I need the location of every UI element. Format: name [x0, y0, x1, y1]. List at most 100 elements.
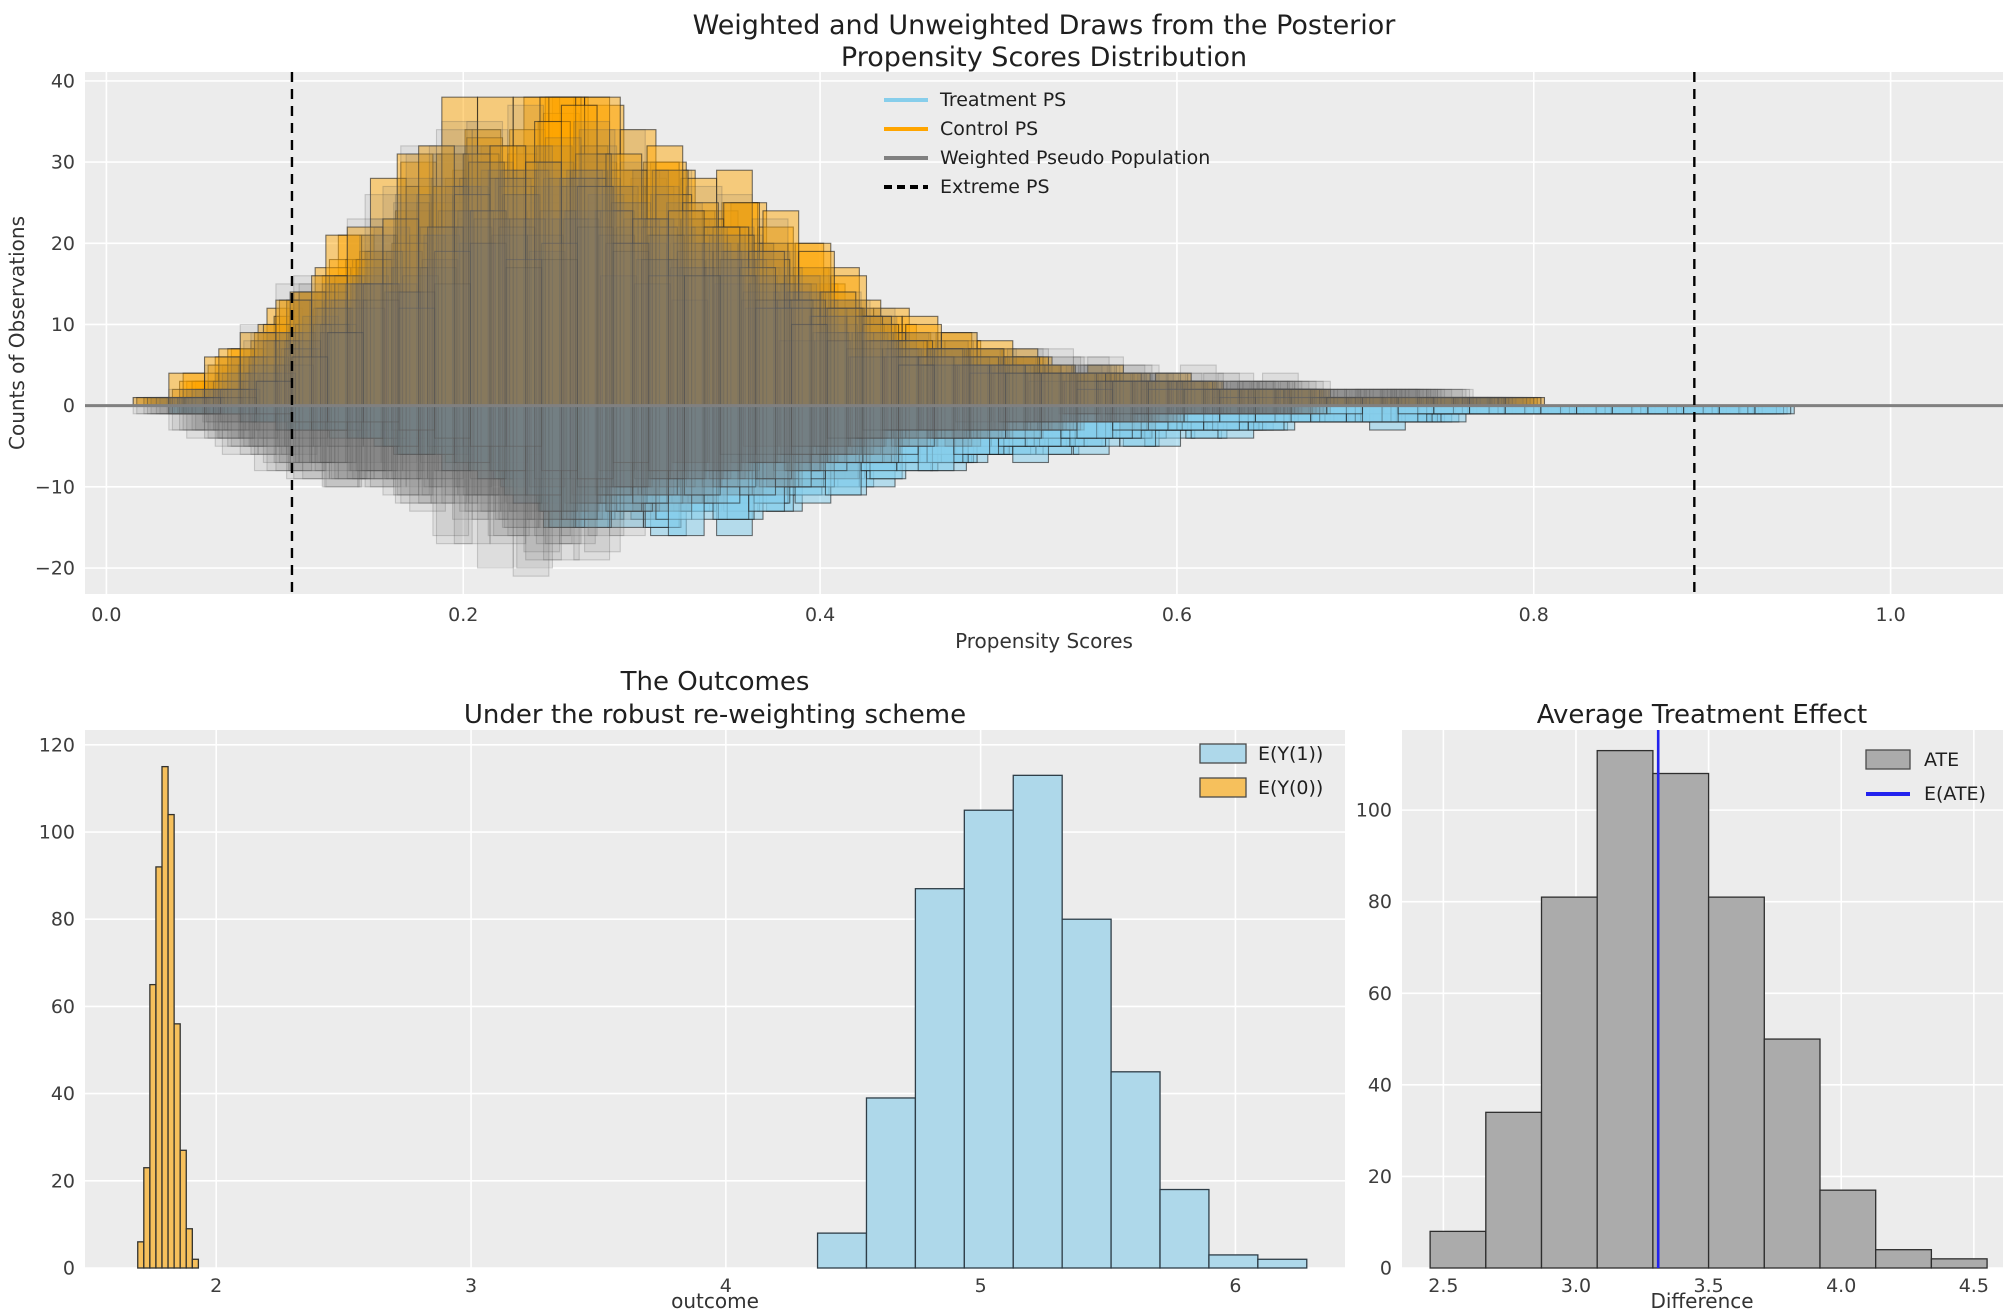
posterior-draw-bin: [956, 372, 994, 407]
posterior-draw-bin: [230, 405, 268, 447]
posterior-draw-bin: [275, 299, 313, 407]
posterior-draw-bin: [468, 161, 505, 407]
posterior-draw-bin: [682, 202, 719, 407]
posterior-draw-bin: [564, 202, 602, 407]
posterior-draw-bin: [337, 283, 375, 407]
posterior-draw-bin: [405, 185, 443, 407]
x-tick-label: 4.5: [1959, 1275, 1989, 1297]
x-tick-label: 3.0: [1561, 1275, 1591, 1297]
posterior-draw-bin: [551, 218, 589, 407]
posterior-draw-bin: [658, 405, 696, 488]
posterior-draw-bin: [741, 275, 778, 407]
posterior-draw-bin: [1176, 380, 1214, 407]
y-tick-label: 80: [1368, 891, 1392, 913]
posterior-draw-bin: [1142, 380, 1180, 407]
posterior-draw-bin: [1033, 372, 1071, 407]
posterior-draw-bin: [833, 315, 871, 407]
posterior-draw-bin: [385, 275, 423, 407]
posterior-draw-bin: [933, 405, 971, 439]
posterior-draw-bin: [633, 258, 671, 407]
posterior-draw-bin: [1112, 405, 1149, 431]
posterior-draw-bin: [1146, 380, 1183, 407]
posterior-draw-bin: [862, 323, 900, 407]
posterior-draw-bin: [623, 405, 661, 512]
posterior-draw-bin: [346, 226, 384, 407]
posterior-draw-bin: [525, 161, 562, 407]
posterior-draw-bin: [587, 405, 625, 537]
posterior-draw-bin: [683, 275, 721, 407]
posterior-draw-bin: [1005, 372, 1042, 407]
histogram-bar: [1819, 1189, 1877, 1269]
posterior-draw-bin: [969, 405, 1007, 439]
posterior-draw-bin: [858, 323, 896, 407]
posterior-draw-bin: [648, 275, 686, 407]
posterior-draw-bin: [584, 96, 621, 407]
posterior-draw-bin: [641, 226, 678, 407]
posterior-draw-bin: [427, 226, 464, 407]
posterior-draw-bin: [462, 153, 500, 407]
posterior-draw-bin: [1110, 380, 1148, 407]
posterior-draw-bin: [252, 348, 289, 407]
posterior-draw-bin: [623, 218, 661, 407]
posterior-draw-bin: [548, 96, 586, 407]
posterior-draw-bin: [846, 315, 884, 407]
posterior-draw-bin: [373, 405, 411, 480]
posterior-draw-bin: [612, 405, 650, 464]
posterior-draw-bin: [432, 185, 470, 407]
posterior-draw-bin: [498, 185, 536, 407]
posterior-draw-bin: [730, 405, 768, 464]
posterior-draw-bin: [409, 234, 446, 407]
posterior-draw-bin: [801, 405, 839, 464]
posterior-draw-bin: [1037, 364, 1074, 407]
posterior-draw-bin: [255, 380, 293, 407]
posterior-draw-bin: [469, 405, 507, 447]
y-tick-label: 100: [1356, 800, 1392, 822]
posterior-draw-bin: [266, 332, 304, 407]
posterior-draw-bin: [612, 242, 650, 407]
posterior-draw-bin: [373, 226, 411, 407]
posterior-draw-bin: [455, 242, 493, 407]
posterior-draw-bin: [512, 96, 550, 407]
posterior-draw-bin: [535, 194, 573, 407]
posterior-draw-bin: [571, 145, 609, 407]
posterior-draw-bin: [218, 348, 256, 407]
posterior-draw-bin: [944, 348, 982, 407]
posterior-draw-bin: [860, 340, 898, 407]
posterior-draw-bin: [491, 210, 529, 407]
posterior-draw-bin: [667, 210, 705, 407]
posterior-draw-bin: [480, 405, 518, 512]
posterior-draw-bin: [302, 315, 339, 407]
posterior-draw-bin: [892, 340, 930, 407]
posterior-draw-bin: [505, 258, 543, 407]
histogram-bar: [1485, 1111, 1543, 1269]
posterior-draw-bin: [953, 364, 991, 407]
posterior-draw-bin: [466, 137, 504, 407]
posterior-draw-bin: [655, 194, 693, 407]
y-tick-label: 0: [1380, 1258, 1392, 1280]
posterior-draw-bin: [739, 267, 777, 407]
posterior-draw-bin: [691, 234, 728, 407]
posterior-draw-bin: [855, 315, 893, 407]
legend-label: E(ATE): [1924, 783, 1986, 805]
posterior-draw-bin: [605, 153, 643, 407]
posterior-draw-bin: [369, 177, 407, 407]
posterior-draw-bin: [1265, 380, 1303, 407]
posterior-draw-bin: [362, 283, 400, 407]
posterior-draw-bin: [676, 234, 714, 407]
posterior-draw-bin: [632, 218, 669, 407]
posterior-draw-bin: [776, 299, 814, 407]
posterior-draw-bin: [928, 348, 966, 407]
posterior-draw-bin: [894, 332, 932, 407]
posterior-draw-bin: [489, 145, 527, 407]
posterior-draw-bin: [541, 405, 578, 472]
histogram-bar: [1429, 1230, 1487, 1269]
posterior-draw-bin: [707, 299, 744, 407]
legend-label: ATE: [1924, 749, 1959, 771]
posterior-draw-bin: [869, 332, 907, 407]
posterior-draw-bin: [1062, 380, 1099, 407]
posterior-draw-bin: [534, 120, 571, 407]
posterior-draw-bin: [837, 332, 875, 407]
posterior-draw-bin: [716, 169, 753, 407]
posterior-draw-bin: [989, 364, 1026, 407]
posterior-draw-bin: [569, 177, 607, 407]
